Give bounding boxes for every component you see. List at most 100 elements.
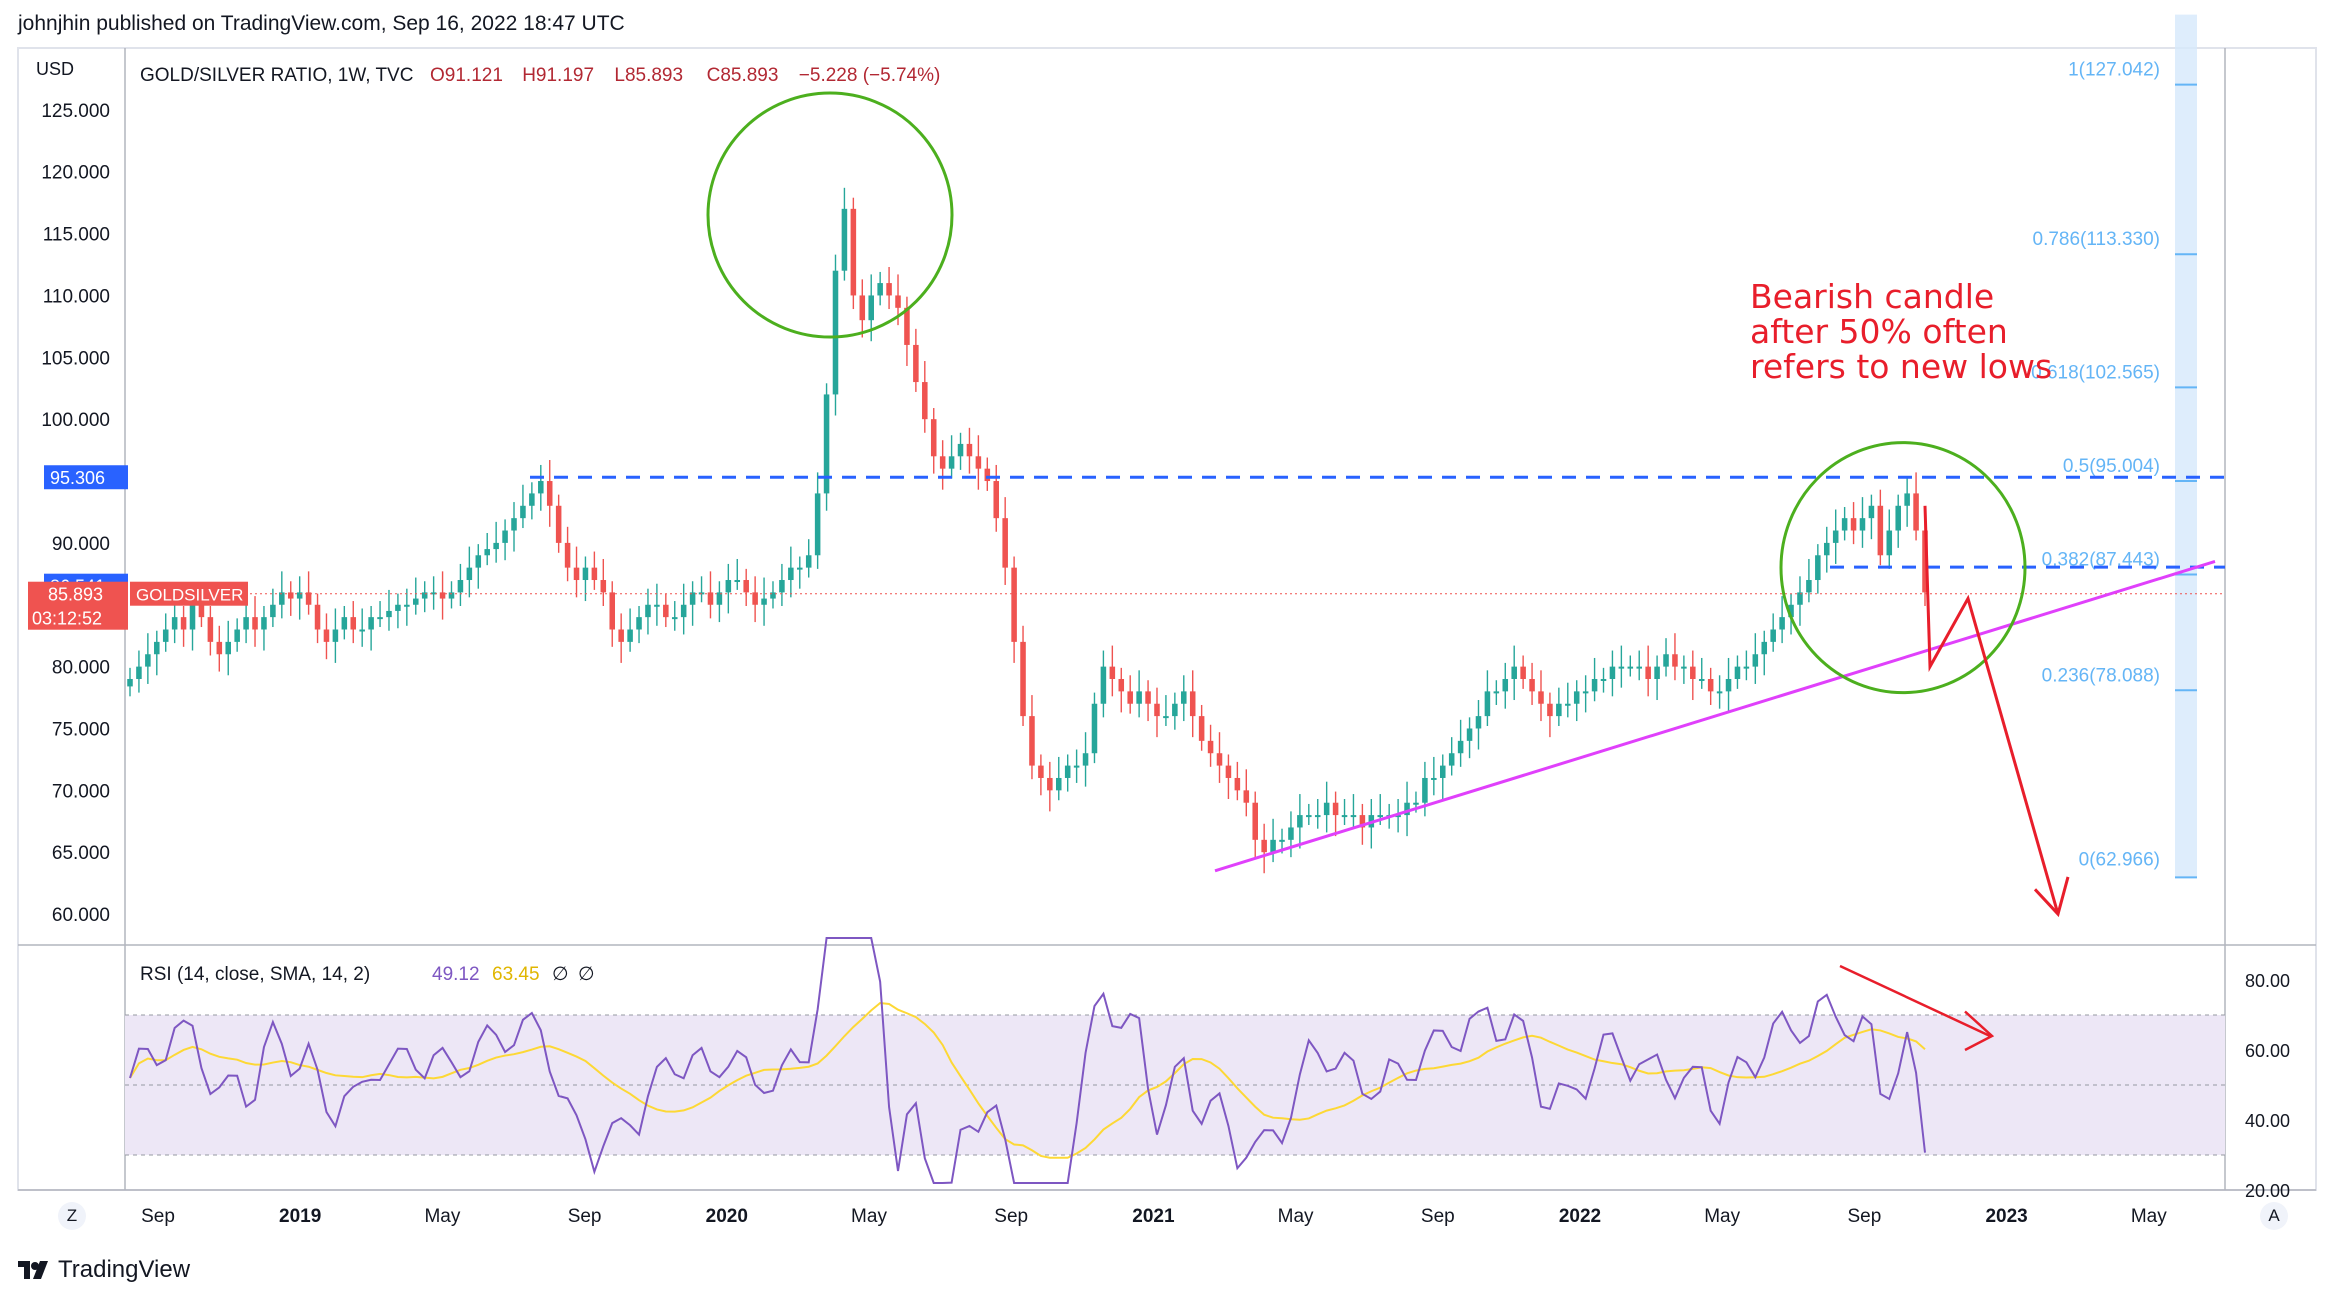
- candle-body: [645, 604, 651, 618]
- candle-body: [1868, 505, 1875, 519]
- badge-resistance-text: 95.306: [50, 468, 105, 488]
- candle-body: [904, 307, 910, 345]
- candle-body: [430, 592, 437, 595]
- candle-body: [350, 617, 357, 630]
- candle-body: [797, 567, 803, 570]
- candle-body: [1779, 617, 1785, 630]
- candlesticks: [127, 187, 1928, 874]
- price-tick-label: 70.000: [52, 781, 110, 802]
- candle-body: [1270, 839, 1276, 853]
- candle-body: [234, 629, 240, 642]
- fib-level-label: 1(127.042): [2068, 60, 2160, 81]
- candle-body: [1859, 518, 1866, 531]
- candle-body: [993, 481, 1000, 519]
- candle-body: [154, 641, 160, 655]
- candle-body: [1850, 518, 1857, 531]
- candle-body: [1913, 493, 1919, 531]
- rsi-line: [129, 937, 1926, 1184]
- candle-body: [1073, 765, 1080, 768]
- price-tick-label: 75.000: [52, 719, 110, 740]
- candle-body: [421, 592, 428, 599]
- ohlc-high: H91.197: [522, 65, 594, 86]
- badge-countdown: 03:12:52: [32, 609, 102, 629]
- candle-body: [529, 493, 535, 506]
- candle-body: [502, 530, 508, 543]
- candle-body: [788, 567, 794, 581]
- candle-body: [1877, 505, 1884, 556]
- candle-body: [1047, 777, 1053, 791]
- candle-body: [636, 617, 642, 630]
- candle-body: [1582, 691, 1589, 694]
- candle-body: [296, 592, 303, 599]
- candle-body: [448, 592, 455, 599]
- candle-body: [484, 549, 490, 556]
- uptrend-line: [1214, 560, 2216, 873]
- candle-body: [1797, 592, 1803, 605]
- price-tick-label: 60.000: [52, 905, 110, 926]
- candle-body: [1091, 703, 1098, 754]
- candle-body: [1038, 765, 1044, 778]
- candle-body: [457, 580, 464, 593]
- candle-body: [493, 542, 499, 550]
- ohlc-open: O91.121: [430, 65, 503, 86]
- candle-body: [913, 344, 919, 383]
- candle-body: [1136, 691, 1142, 704]
- candle-body: [1904, 493, 1910, 506]
- auto-scale-button[interactable]: A: [2260, 1202, 2288, 1230]
- candle-body: [314, 604, 321, 630]
- candle-body: [1154, 703, 1160, 717]
- candle-body: [707, 592, 714, 605]
- candle-body: [386, 610, 392, 618]
- zoom-button[interactable]: Z: [58, 1202, 86, 1230]
- candle-body: [252, 617, 258, 630]
- candle-body: [939, 456, 946, 469]
- candle-body: [261, 617, 267, 630]
- ohlc-change: −5.228 (−5.74%): [799, 65, 941, 86]
- candle-body: [1511, 666, 1517, 679]
- candle-body: [1431, 777, 1437, 780]
- candle-body: [1261, 839, 1267, 853]
- candle-body: [1100, 666, 1107, 704]
- candle-body: [600, 580, 607, 593]
- candle-body: [975, 456, 982, 469]
- candle-body: [1922, 530, 1928, 593]
- candle-body: [743, 580, 749, 593]
- candle-body: [1279, 839, 1285, 842]
- top-circle: [1779, 441, 2027, 695]
- candle-body: [671, 617, 678, 620]
- candle-body: [1690, 666, 1696, 679]
- candle-body: [814, 493, 821, 556]
- candle-body: [966, 443, 973, 457]
- candle-body: [779, 580, 785, 593]
- candle-body: [1395, 815, 1401, 818]
- time-tick-label: Sep: [1421, 1206, 1455, 1227]
- candle-body: [546, 481, 553, 506]
- candle-body: [341, 617, 348, 630]
- candle-body: [1761, 641, 1768, 655]
- candle-body: [1547, 703, 1553, 717]
- price-tick-label: 120.000: [41, 163, 110, 184]
- symbol-tag-text: GOLDSILVER: [136, 586, 243, 605]
- candle-body: [1725, 678, 1732, 692]
- candle-body: [1288, 827, 1294, 840]
- candle-body: [323, 629, 330, 642]
- candle-body: [957, 443, 964, 457]
- time-tick-label: May: [1704, 1206, 1740, 1227]
- rsi-divergence-arrow-head: [1964, 1010, 1995, 1052]
- candle-body: [1502, 678, 1509, 692]
- time-tick-label: May: [424, 1206, 460, 1227]
- price-tick-label: 105.000: [41, 348, 110, 369]
- currency-label: USD: [36, 59, 74, 79]
- price-tick-label: 90.000: [52, 534, 110, 555]
- rsi-divergence-arrow: [1839, 964, 1991, 1038]
- candle-body: [1234, 777, 1241, 791]
- candle-body: [377, 617, 383, 620]
- candle-body: [1600, 678, 1607, 681]
- badge-last: [28, 581, 128, 630]
- candle-body: [680, 604, 687, 618]
- candle-body: [555, 505, 562, 543]
- candle-body: [332, 629, 339, 642]
- price-tick-label: 125.000: [41, 101, 110, 122]
